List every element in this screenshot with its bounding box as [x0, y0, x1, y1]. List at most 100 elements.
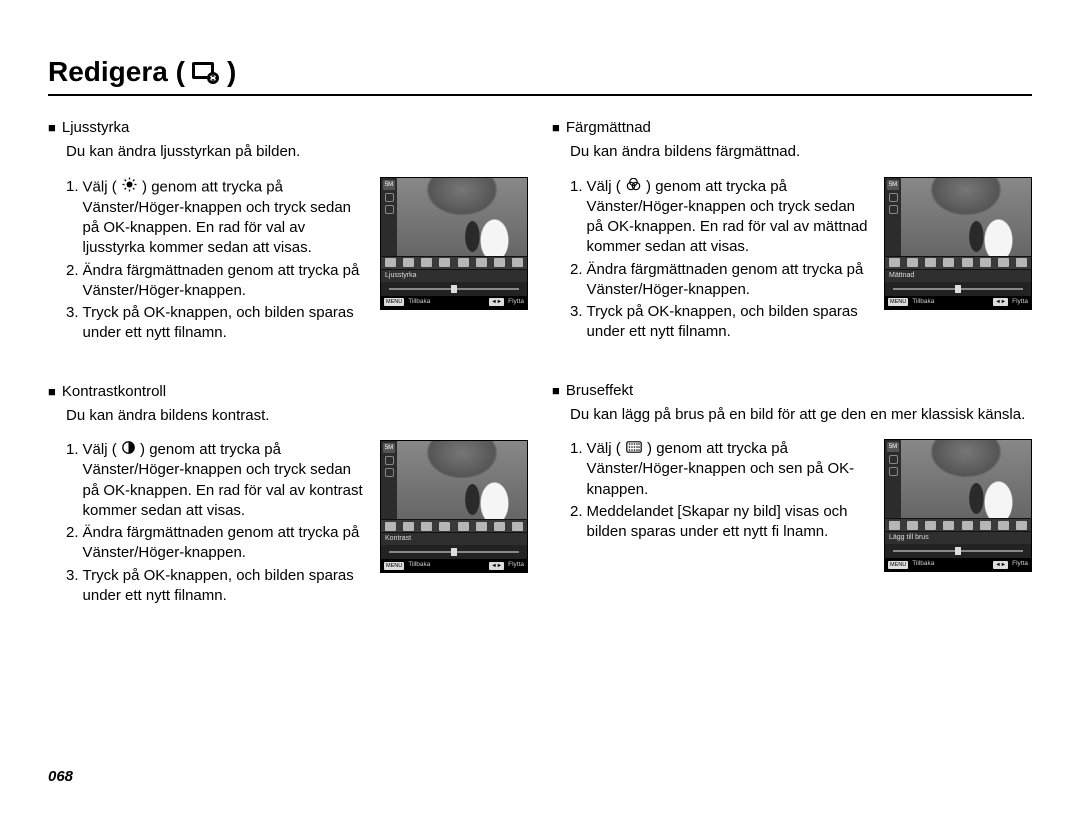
- step-item: 3. Tryck på OK-knappen, och bilden spara…: [570, 302, 874, 343]
- contrast-icon: [122, 440, 135, 460]
- cam-badge: 5M: [887, 442, 899, 452]
- noise-icon: [626, 439, 642, 459]
- step-item: 1. Välj ( ) genom att trycka på Vänster/…: [570, 439, 874, 500]
- cam-menu-btn: MENU: [888, 561, 908, 569]
- section-heading: ■ Bruseffekt: [552, 381, 1032, 401]
- cam-arrows-btn: ◄►: [993, 298, 1008, 306]
- step-text: Meddelandet [Skapar ny bild] visas och b…: [587, 502, 874, 543]
- step-text: Välj ( ) genom att trycka på Vänster/Hög…: [587, 177, 874, 258]
- heading-text: Bruseffekt: [566, 381, 633, 401]
- bullet-icon: ■: [48, 382, 56, 402]
- cam-photo: [901, 178, 1031, 256]
- section-desc: Du kan ändra bildens kontrast.: [48, 406, 528, 426]
- cam-arrows-btn: ◄►: [489, 562, 504, 570]
- step-text: Välj ( ) genom att trycka på Vänster/Hög…: [83, 440, 370, 521]
- step-number: 2.: [570, 502, 583, 543]
- step-number: 2.: [66, 523, 79, 564]
- section-heading: ■ Ljusstyrka: [48, 118, 528, 138]
- steps-list: 1. Välj ( ) genom att trycka på Vänster/…: [48, 177, 370, 346]
- cam-menu-btn: MENU: [888, 298, 908, 306]
- cam-arrows-btn: ◄►: [489, 298, 504, 306]
- step-number: 2.: [66, 261, 79, 302]
- step-text: Ändra färgmättnaden genom att trycka på …: [587, 260, 874, 301]
- step-number: 3.: [66, 303, 79, 344]
- heading-text: Kontrastkontroll: [62, 382, 166, 402]
- step-item: 1. Välj ( ) genom att trycka på Vänster/…: [66, 177, 370, 259]
- camera-screen-contrast: 5M Kontrast MENU Tillbaka ◄►: [380, 440, 528, 573]
- section-heading: ■ Kontrastkontroll: [48, 382, 528, 402]
- section-saturation: ■ Färgmättnad Du kan ändra bildens färgm…: [552, 118, 1032, 345]
- page-number: 068: [48, 768, 73, 785]
- step-number: 1.: [570, 177, 583, 258]
- cam-slider: [381, 545, 527, 559]
- steps-list: 1. Välj ( ) genom att trycka på Vänster/…: [48, 440, 370, 608]
- cam-footer: MENU Tillbaka ◄► Flytta: [885, 558, 1031, 571]
- cam-slider: [381, 282, 527, 296]
- cam-icon-row: [381, 256, 527, 270]
- cam-photo: [397, 178, 527, 256]
- camera-screen-saturation: 5M Mättnad MENU Tillbaka ◄► F: [884, 177, 1032, 310]
- step-number: 1.: [66, 440, 79, 521]
- cam-footer-label: Flytta: [508, 561, 524, 570]
- steps-list: 1. Välj ( ) genom att trycka på Vänster/…: [552, 439, 874, 544]
- cam-side-icon: [889, 455, 898, 464]
- cam-mode-label: Mättnad: [885, 270, 1031, 282]
- step-text: Ändra färgmättnaden genom att trycka på …: [83, 523, 370, 564]
- edit-tools-icon: [191, 59, 221, 85]
- section-desc: Du kan ändra ljusstyrkan på bilden.: [48, 142, 528, 162]
- step-number: 3.: [66, 566, 79, 607]
- cam-menu-btn: MENU: [384, 298, 404, 306]
- cam-footer-label: Tillbaka: [912, 560, 934, 569]
- left-column: ■ Ljusstyrka Du kan ändra ljusstyrkan på…: [48, 118, 528, 608]
- title-suffix: ): [227, 56, 236, 88]
- step-text: Tryck på OK-knappen, och bilden sparas u…: [83, 303, 370, 344]
- step-item: 2. Ändra färgmättnaden genom att trycka …: [66, 523, 370, 564]
- step-number: 1.: [570, 439, 583, 500]
- cam-footer-label: Tillbaka: [408, 298, 430, 307]
- content-columns: ■ Ljusstyrka Du kan ändra ljusstyrkan på…: [48, 118, 1032, 608]
- step-text: Välj ( ) genom att trycka på Vänster/Hög…: [83, 177, 370, 259]
- section-heading: ■ Färgmättnad: [552, 118, 1032, 138]
- cam-footer: MENU Tillbaka ◄► Flytta: [381, 559, 527, 572]
- bullet-icon: ■: [552, 381, 560, 401]
- cam-icon-row: [381, 519, 527, 533]
- step-item: 1. Välj ( ) genom att trycka på Vänster/…: [570, 177, 874, 258]
- cam-side-icon: [385, 193, 394, 202]
- step-text: Tryck på OK-knappen, och bilden sparas u…: [587, 302, 874, 343]
- cam-footer-label: Tillbaka: [408, 561, 430, 570]
- sun-icon: [122, 177, 137, 198]
- cam-badge: 5M: [383, 180, 395, 190]
- right-column: ■ Färgmättnad Du kan ändra bildens färgm…: [552, 118, 1032, 608]
- steps-list: 1. Välj ( ) genom att trycka på Vänster/…: [552, 177, 874, 345]
- cam-mode-label: Lägg till brus: [885, 532, 1031, 544]
- cam-mode-label: Kontrast: [381, 533, 527, 545]
- camera-screen-noise: 5M Lägg till brus MENU Tillbaka ◄►: [884, 439, 1032, 572]
- saturation-icon: [626, 177, 641, 197]
- step-number: 3.: [570, 302, 583, 343]
- section-contrast: ■ Kontrastkontroll Du kan ändra bildens …: [48, 382, 528, 609]
- section-brightness: ■ Ljusstyrka Du kan ändra ljusstyrkan på…: [48, 118, 528, 346]
- cam-footer-label: Flytta: [508, 298, 524, 307]
- section-desc: Du kan ändra bildens färgmättnad.: [552, 142, 1032, 162]
- step-item: 2. Meddelandet [Skapar ny bild] visas oc…: [570, 502, 874, 543]
- cam-photo: [397, 441, 527, 519]
- step-text: Välj ( ) genom att trycka på Vänster/Hög…: [587, 439, 874, 500]
- cam-menu-btn: MENU: [384, 562, 404, 570]
- page-title: Redigera ( ): [48, 56, 1032, 88]
- step-text: Ändra färgmättnaden genom att trycka på …: [83, 261, 370, 302]
- heading-text: Färgmättnad: [566, 118, 651, 138]
- cam-side-icon: [385, 468, 394, 477]
- step-number: 1.: [66, 177, 79, 259]
- cam-footer-label: Tillbaka: [912, 298, 934, 307]
- cam-icon-row: [885, 256, 1031, 270]
- cam-slider: [885, 282, 1031, 296]
- cam-side-icon: [889, 467, 898, 476]
- title-rule: [48, 94, 1032, 96]
- step-number: 2.: [570, 260, 583, 301]
- cam-slider: [885, 544, 1031, 558]
- cam-side-icon: [385, 205, 394, 214]
- step-item: 2. Ändra färgmättnaden genom att trycka …: [570, 260, 874, 301]
- cam-arrows-btn: ◄►: [993, 561, 1008, 569]
- camera-screen-brightness: 5M Ljusstyrka MENU Tillbaka ◄►: [380, 177, 528, 310]
- step-item: 2. Ändra färgmättnaden genom att trycka …: [66, 261, 370, 302]
